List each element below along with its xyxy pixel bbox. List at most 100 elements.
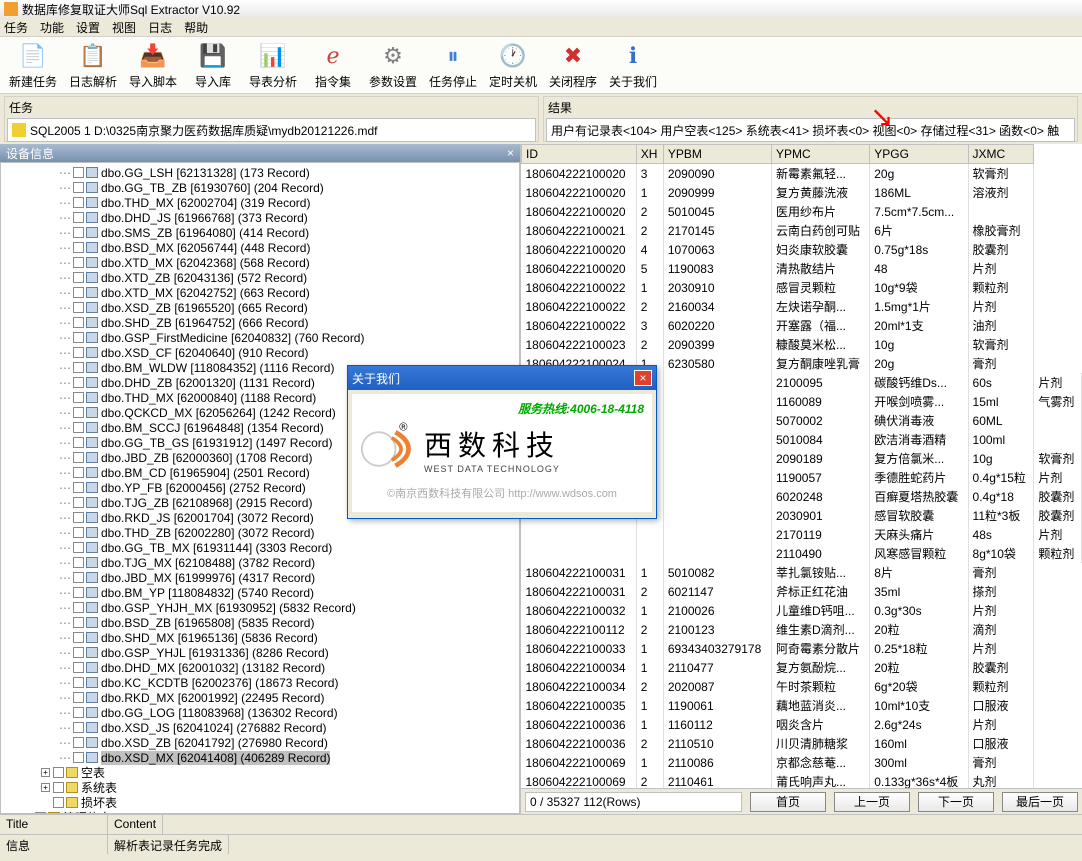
checkbox-icon[interactable] (73, 662, 84, 673)
checkbox-icon[interactable] (73, 572, 84, 583)
checkbox-icon[interactable] (73, 752, 84, 763)
dialog-close-button[interactable]: × (634, 370, 652, 386)
tree-item[interactable]: ⋯dbo.BM_YP [118084832] (5740 Record) (3, 585, 517, 600)
tree-item[interactable]: ⋯dbo.TJG_MX [62108488] (3782 Record) (3, 555, 517, 570)
checkbox-icon[interactable] (73, 617, 84, 628)
checkbox-icon[interactable] (73, 257, 84, 268)
table-row[interactable]: 18060422210003212100026儿童维D钙咀...0.3g*30s… (522, 601, 1082, 620)
checkbox-icon[interactable] (73, 377, 84, 388)
col-XH[interactable]: XH (636, 145, 663, 164)
checkbox-icon[interactable] (73, 392, 84, 403)
checkbox-icon[interactable] (73, 242, 84, 253)
tool-日志解析[interactable]: 📋日志解析 (64, 37, 122, 93)
checkbox-icon[interactable] (73, 587, 84, 598)
tree-item[interactable]: ⋯dbo.XTD_MX [62042368] (568 Record) (3, 255, 517, 270)
table-row[interactable]: 18060422210002222160034左炔诺孕酮...1.5mg*1片片… (522, 297, 1082, 316)
table-row[interactable]: 18060422210011222100123维生素D滴剂...20粒滴剂 (522, 620, 1082, 639)
pager-首页[interactable]: 首页 (750, 792, 826, 812)
table-row[interactable]: 18060422210003611160112咽炎含片2.6g*24s片剂 (522, 715, 1082, 734)
expand-icon[interactable]: + (41, 783, 50, 792)
tree-folder[interactable]: 损坏表 (3, 795, 517, 810)
checkbox-icon[interactable] (73, 302, 84, 313)
tree-item[interactable]: ⋯dbo.JBD_MX [61999976] (4317 Record) (3, 570, 517, 585)
tool-定时关机[interactable]: 🕐定时关机 (484, 37, 542, 93)
table-row[interactable]: 180604222100033169343403279178阿奇霉素分散片0.2… (522, 639, 1082, 658)
tool-任务停止[interactable]: ⏸任务停止 (424, 37, 482, 93)
checkbox-icon[interactable] (53, 782, 64, 793)
checkbox-icon[interactable] (73, 722, 84, 733)
checkbox-icon[interactable] (73, 527, 84, 538)
table-row[interactable]: 18060422210002012090999复方黄藤洗液186ML溶液剂 (522, 183, 1082, 202)
tree-item[interactable]: ⋯dbo.XSD_JS [62041024] (276882 Record) (3, 720, 517, 735)
checkbox-icon[interactable] (73, 542, 84, 553)
checkbox-icon[interactable] (73, 647, 84, 658)
tree-item[interactable]: ⋯dbo.GG_LOG [118083968] (136302 Record) (3, 705, 517, 720)
tree-item[interactable]: ⋯dbo.XSD_CF [62040640] (910 Record) (3, 345, 517, 360)
table-row[interactable]: 2170119天麻头痛片48s片剂 (522, 525, 1082, 544)
table-row[interactable]: 18060422210002041070063妇炎康软胶囊0.75g*18s胶囊… (522, 240, 1082, 259)
checkbox-icon[interactable] (73, 287, 84, 298)
checkbox-icon[interactable] (73, 482, 84, 493)
table-row[interactable]: 18060422210003422020087午时茶颗粒6g*20袋颗粒剂 (522, 677, 1082, 696)
table-row[interactable]: 2110490风寒感冒颗粒8g*10袋颗粒剂 (522, 544, 1082, 563)
tree-item[interactable]: ⋯dbo.SHD_MX [61965136] (5836 Record) (3, 630, 517, 645)
checkbox-icon[interactable] (73, 437, 84, 448)
tree-item[interactable]: ⋯dbo.GG_TB_MX [61931144] (3303 Record) (3, 540, 517, 555)
tree-item[interactable]: ⋯dbo.THD_ZB [62002280] (3072 Record) (3, 525, 517, 540)
checkbox-icon[interactable] (73, 737, 84, 748)
col-ID[interactable]: ID (522, 145, 637, 164)
checkbox-icon[interactable] (73, 332, 84, 343)
checkbox-icon[interactable] (73, 602, 84, 613)
checkbox-icon[interactable] (73, 182, 84, 193)
col-YPMC[interactable]: YPMC (772, 145, 870, 164)
checkbox-icon[interactable] (73, 317, 84, 328)
table-row[interactable]: 18060422210003412110477复方氨酚烷...20粒胶囊剂 (522, 658, 1082, 677)
tree-item[interactable]: ⋯dbo.DHD_JS [61966768] (373 Record) (3, 210, 517, 225)
dialog-titlebar[interactable]: 关于我们 × (348, 366, 656, 390)
table-row[interactable]: 18060422210002322090399糠酸莫米松...10g软膏剂 (522, 335, 1082, 354)
tool-导入脚本[interactable]: 📥导入脚本 (124, 37, 182, 93)
table-row[interactable]: 18060422210003115010082莘扎氯铵贴...8片膏剂 (522, 563, 1082, 582)
checkbox-icon[interactable] (73, 347, 84, 358)
pager-下一页[interactable]: 下一页 (918, 792, 994, 812)
checkbox-icon[interactable] (73, 167, 84, 178)
checkbox-icon[interactable] (73, 407, 84, 418)
checkbox-icon[interactable] (73, 197, 84, 208)
checkbox-icon[interactable] (53, 767, 64, 778)
tree-item[interactable]: ⋯dbo.XSD_ZB [62041792] (276980 Record) (3, 735, 517, 750)
col-JXMC[interactable]: JXMC (968, 145, 1034, 164)
tool-新建任务[interactable]: 📄新建任务 (4, 37, 62, 93)
tree-item[interactable]: ⋯dbo.GG_LSH [62131328] (173 Record) (3, 165, 517, 180)
tree-item[interactable]: ⋯dbo.GSP_YHJL [61931336] (8286 Record) (3, 645, 517, 660)
tool-关于我们[interactable]: ℹ关于我们 (604, 37, 662, 93)
checkbox-icon[interactable] (73, 557, 84, 568)
tree-item[interactable]: ⋯dbo.SHD_ZB [61964752] (666 Record) (3, 315, 517, 330)
table-row[interactable]: 18060422210002122170145云南白药创可贴6片橡胶膏剂 (522, 221, 1082, 240)
table-row[interactable]: 18060422210002032090090新霉素氟轻...20g软膏剂 (522, 164, 1082, 184)
tool-关闭程序[interactable]: ✖关闭程序 (544, 37, 602, 93)
checkbox-icon[interactable] (73, 227, 84, 238)
checkbox-icon[interactable] (73, 632, 84, 643)
checkbox-icon[interactable] (73, 467, 84, 478)
col-YPBM[interactable]: YPBM (663, 145, 771, 164)
tree-folder-group[interactable]: -管理信息 (3, 810, 517, 814)
tool-导入库[interactable]: 💾导入库 (184, 37, 242, 93)
checkbox-icon[interactable] (73, 422, 84, 433)
menu-帮助[interactable]: 帮助 (184, 19, 208, 36)
checkbox-icon[interactable] (73, 497, 84, 508)
checkbox-icon[interactable] (73, 707, 84, 718)
checkbox-icon[interactable] (53, 797, 64, 808)
tree-item[interactable]: ⋯dbo.XTD_MX [62042752] (663 Record) (3, 285, 517, 300)
checkbox-icon[interactable] (73, 692, 84, 703)
collapse-icon[interactable]: - (23, 813, 32, 814)
tree-item[interactable]: ⋯dbo.XSD_ZB [61965520] (665 Record) (3, 300, 517, 315)
table-row[interactable]: 18060422210006912110086京都念慈菴...300ml膏剂 (522, 753, 1082, 772)
tree-item[interactable]: ⋯dbo.GSP_FirstMedicine [62040832] (760 R… (3, 330, 517, 345)
table-row[interactable]: 18060422210002025010045医用纱布片7.5cm*7.5cm.… (522, 202, 1082, 221)
pager-上一页[interactable]: 上一页 (834, 792, 910, 812)
tree-item[interactable]: ⋯dbo.GSP_YHJH_MX [61930952] (5832 Record… (3, 600, 517, 615)
menu-设置[interactable]: 设置 (76, 19, 100, 36)
checkbox-icon[interactable] (73, 362, 84, 373)
tree-item[interactable]: ⋯dbo.XTD_ZB [62043136] (572 Record) (3, 270, 517, 285)
tool-参数设置[interactable]: ⚙参数设置 (364, 37, 422, 93)
